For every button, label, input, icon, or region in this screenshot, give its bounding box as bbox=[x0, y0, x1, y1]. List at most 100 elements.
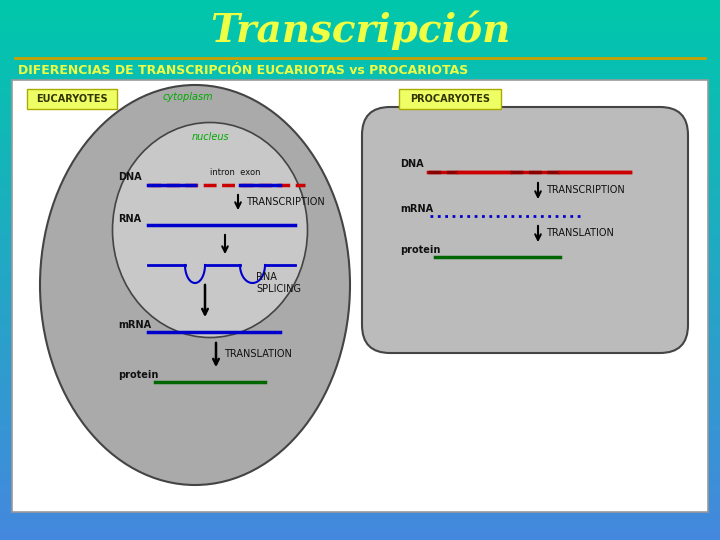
Bar bbox=[0, 263, 720, 270]
Text: TRANSLATION: TRANSLATION bbox=[546, 228, 614, 238]
Bar bbox=[0, 438, 720, 445]
Bar bbox=[0, 291, 720, 297]
Bar bbox=[0, 243, 720, 249]
Bar bbox=[0, 216, 720, 222]
Bar bbox=[0, 202, 720, 209]
Bar bbox=[0, 378, 720, 384]
Bar bbox=[0, 47, 720, 54]
Bar bbox=[0, 115, 720, 122]
Bar bbox=[0, 405, 720, 411]
Bar bbox=[0, 364, 720, 372]
Bar bbox=[0, 222, 720, 230]
Bar bbox=[0, 209, 720, 216]
Bar bbox=[0, 102, 720, 108]
Text: nucleus: nucleus bbox=[192, 132, 229, 142]
FancyBboxPatch shape bbox=[12, 80, 708, 512]
Bar bbox=[0, 432, 720, 438]
Text: TRANSCRIPTION: TRANSCRIPTION bbox=[246, 197, 325, 207]
Bar bbox=[0, 526, 720, 534]
Bar bbox=[0, 54, 720, 60]
Text: DIFERENCIAS DE TRANSCRIPCIÓN EUCARIOTAS vs PROCARIOTAS: DIFERENCIAS DE TRANSCRIPCIÓN EUCARIOTAS … bbox=[18, 64, 468, 77]
Bar bbox=[0, 492, 720, 500]
Text: protein: protein bbox=[400, 245, 441, 255]
Bar bbox=[0, 189, 720, 195]
Bar bbox=[0, 249, 720, 256]
Bar bbox=[0, 27, 720, 33]
Bar bbox=[0, 108, 720, 115]
Bar bbox=[0, 270, 720, 276]
Bar bbox=[0, 276, 720, 284]
Bar bbox=[0, 237, 720, 243]
Text: EUCARYOTES: EUCARYOTES bbox=[36, 94, 108, 104]
Bar bbox=[0, 168, 720, 176]
FancyBboxPatch shape bbox=[27, 89, 117, 109]
Text: TRANSLATION: TRANSLATION bbox=[224, 349, 292, 359]
Bar bbox=[0, 60, 720, 68]
Text: RNA: RNA bbox=[118, 214, 141, 224]
Bar bbox=[0, 338, 720, 345]
Bar bbox=[0, 446, 720, 453]
FancyBboxPatch shape bbox=[362, 107, 688, 353]
Bar bbox=[0, 0, 720, 6]
Bar bbox=[0, 418, 720, 426]
Bar bbox=[0, 480, 720, 486]
Bar bbox=[0, 6, 720, 14]
Bar bbox=[0, 14, 720, 20]
Bar bbox=[0, 256, 720, 263]
Bar bbox=[0, 317, 720, 324]
Bar bbox=[0, 183, 720, 189]
Bar bbox=[0, 392, 720, 399]
Bar bbox=[0, 33, 720, 40]
Text: TRANSCRIPTION: TRANSCRIPTION bbox=[546, 185, 625, 195]
Bar bbox=[0, 465, 720, 472]
Bar bbox=[0, 148, 720, 156]
Text: PROCARYOTES: PROCARYOTES bbox=[410, 94, 490, 104]
Bar bbox=[0, 411, 720, 418]
Bar bbox=[0, 162, 720, 168]
Bar bbox=[0, 40, 720, 47]
FancyBboxPatch shape bbox=[399, 89, 501, 109]
Ellipse shape bbox=[112, 123, 307, 338]
Text: mRNA: mRNA bbox=[400, 204, 433, 214]
Bar bbox=[0, 81, 720, 87]
Bar bbox=[0, 20, 720, 27]
Bar bbox=[0, 372, 720, 378]
Bar bbox=[0, 513, 720, 519]
Text: DNA: DNA bbox=[118, 172, 142, 182]
Bar bbox=[0, 351, 720, 357]
Text: cytoplasm: cytoplasm bbox=[163, 92, 213, 102]
Bar bbox=[0, 345, 720, 351]
Text: DNA: DNA bbox=[400, 159, 423, 169]
Bar bbox=[0, 94, 720, 102]
Bar bbox=[0, 87, 720, 94]
Bar bbox=[0, 357, 720, 364]
Bar bbox=[0, 284, 720, 291]
Bar bbox=[0, 519, 720, 526]
Bar bbox=[0, 141, 720, 149]
Bar bbox=[0, 500, 720, 507]
Bar bbox=[0, 384, 720, 391]
Bar bbox=[0, 486, 720, 492]
Bar bbox=[0, 74, 720, 81]
Ellipse shape bbox=[40, 85, 350, 485]
Bar bbox=[0, 534, 720, 540]
Text: mRNA: mRNA bbox=[118, 320, 151, 330]
Bar bbox=[0, 176, 720, 183]
Bar bbox=[0, 330, 720, 338]
Bar bbox=[0, 135, 720, 141]
Bar bbox=[0, 230, 720, 237]
Text: RNA
SPLICING: RNA SPLICING bbox=[256, 272, 301, 294]
Bar bbox=[0, 297, 720, 303]
Text: protein: protein bbox=[118, 370, 158, 380]
Bar bbox=[0, 324, 720, 330]
Text: Transcripción: Transcripción bbox=[210, 10, 510, 50]
Bar bbox=[0, 459, 720, 465]
Bar bbox=[0, 303, 720, 310]
Bar bbox=[0, 399, 720, 405]
Bar bbox=[0, 310, 720, 317]
Bar bbox=[0, 507, 720, 513]
Bar bbox=[0, 156, 720, 162]
Bar bbox=[0, 128, 720, 135]
Bar bbox=[0, 472, 720, 480]
Bar bbox=[0, 68, 720, 74]
